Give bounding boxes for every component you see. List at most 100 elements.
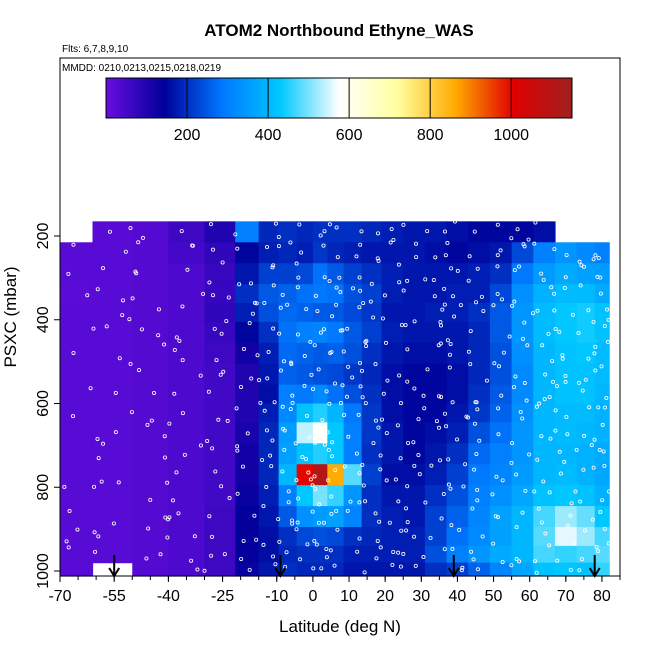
heatmap-cell: [403, 242, 426, 264]
heatmap-cell: [327, 384, 345, 405]
sample-point: [398, 401, 403, 406]
sample-point: [324, 555, 329, 560]
heatmap-cell: [92, 303, 133, 323]
heatmap-cell: [235, 284, 260, 304]
sample-point: [522, 381, 527, 386]
sample-point: [268, 453, 273, 458]
sample-point: [272, 400, 277, 405]
sample-point: [539, 520, 544, 525]
sample-point: [332, 563, 337, 568]
sample-point: [598, 291, 603, 296]
sample-point: [552, 308, 557, 313]
sample-point: [286, 489, 291, 494]
sample-point: [491, 303, 496, 308]
heatmap-cell: [204, 506, 236, 528]
sample-point: [321, 520, 326, 525]
sample-point: [324, 546, 329, 551]
sample-point: [262, 301, 267, 306]
sample-point: [317, 502, 322, 507]
sample-point: [313, 487, 318, 492]
sample-point: [371, 441, 376, 446]
sample-point: [101, 441, 106, 446]
heatmap-cell: [312, 363, 328, 386]
sample-point: [299, 250, 304, 255]
sample-point: [328, 351, 333, 356]
sample-point: [64, 539, 69, 544]
heatmap-cell: [468, 545, 491, 564]
sample-point: [310, 386, 315, 391]
sample-point: [302, 354, 307, 359]
heatmap-cell: [235, 321, 260, 344]
sample-point: [391, 550, 396, 555]
sample-point: [136, 368, 141, 373]
sample-point: [316, 520, 321, 525]
heatmap-cell: [446, 221, 469, 243]
sample-point: [535, 457, 540, 462]
sample-point: [361, 301, 366, 306]
sample-point: [314, 542, 319, 547]
sample-point: [254, 301, 259, 306]
heatmap-cell: [343, 321, 363, 344]
heatmap-cell: [235, 545, 260, 564]
sample-point: [571, 541, 576, 546]
sample-point: [405, 347, 410, 352]
heatmap-cell: [594, 506, 610, 528]
sample-point: [165, 535, 170, 540]
heatmap-cell: [168, 545, 206, 564]
sample-point: [540, 343, 545, 348]
heatmap-cell: [235, 363, 260, 386]
sample-point: [596, 549, 601, 554]
sample-point: [547, 394, 552, 399]
heatmap-cell: [168, 506, 206, 528]
sample-point: [91, 326, 96, 331]
sample-point: [436, 343, 441, 348]
heatmap-cell: [361, 545, 383, 564]
sample-point: [346, 364, 351, 369]
sample-point: [360, 395, 365, 400]
heatmap-cell: [403, 506, 426, 528]
heatmap-cell: [60, 321, 94, 344]
heatmap-cell: [258, 562, 280, 577]
heatmap-cell: [381, 363, 404, 386]
heatmap-cell: [468, 443, 491, 465]
sample-point: [406, 440, 411, 445]
sample-point: [411, 440, 416, 445]
heatmap-cell: [468, 506, 491, 528]
sample-point: [439, 394, 444, 399]
sample-point: [520, 510, 525, 515]
heatmap-cell: [204, 221, 236, 243]
sample-point: [308, 339, 313, 344]
heatmap-cell: [296, 527, 314, 547]
heatmap-cell: [576, 527, 596, 547]
sample-point: [433, 255, 438, 260]
sample-point: [165, 480, 170, 485]
heatmap-cell: [446, 422, 469, 444]
heatmap-cell: [278, 363, 298, 386]
sample-point: [475, 266, 480, 271]
sample-point: [265, 376, 270, 381]
heatmap-cell: [258, 242, 280, 264]
sample-point: [460, 565, 465, 570]
sample-point: [294, 527, 299, 532]
heatmap-cell: [258, 527, 280, 547]
heatmap-cell: [278, 263, 298, 285]
sample-point: [252, 300, 257, 305]
sample-point: [582, 528, 587, 533]
sample-point: [271, 263, 276, 268]
sample-point: [330, 440, 335, 445]
sample-point: [598, 510, 603, 515]
sample-point: [493, 514, 498, 519]
sample-point: [85, 293, 90, 298]
heatmap-cell: [296, 545, 314, 564]
sample-point: [324, 389, 329, 394]
heatmap-cell: [60, 545, 94, 564]
sample-point: [261, 542, 266, 547]
sample-point: [210, 446, 215, 451]
heatmap-cell: [489, 321, 513, 344]
sample-point: [284, 550, 289, 555]
heatmap-cell: [278, 384, 298, 405]
heatmap-cell: [312, 342, 328, 365]
sample-point: [276, 517, 281, 522]
sample-point: [309, 372, 314, 377]
sample-point: [248, 281, 253, 286]
